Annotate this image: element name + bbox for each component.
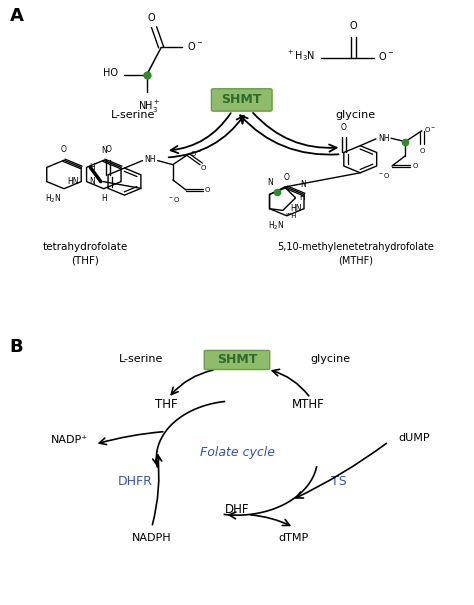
Text: O: O — [61, 145, 67, 154]
Text: DHFR: DHFR — [118, 475, 153, 488]
Text: ""H: ""H — [285, 213, 297, 219]
Text: $^+$H$_3$N: $^+$H$_3$N — [286, 48, 315, 64]
Text: O: O — [201, 165, 206, 171]
Text: HN: HN — [290, 204, 301, 213]
Text: N: N — [268, 178, 273, 187]
Text: glycine: glycine — [336, 110, 375, 120]
Text: TS: TS — [331, 475, 347, 488]
FancyArrowPatch shape — [171, 370, 213, 394]
FancyArrowPatch shape — [296, 443, 386, 498]
Text: HO: HO — [102, 68, 118, 78]
FancyArrowPatch shape — [169, 116, 244, 157]
Text: O: O — [341, 123, 347, 132]
Text: O: O — [419, 148, 425, 154]
Text: HN: HN — [67, 177, 79, 186]
Text: A: A — [9, 7, 23, 25]
FancyBboxPatch shape — [211, 89, 272, 111]
FancyArrowPatch shape — [99, 432, 163, 445]
Text: O: O — [105, 145, 111, 154]
Text: NADP⁺: NADP⁺ — [51, 435, 88, 445]
Text: glycine: glycine — [310, 353, 351, 364]
Text: H: H — [90, 163, 95, 172]
Text: O: O — [349, 21, 357, 31]
Text: O: O — [205, 187, 210, 193]
Text: H$_2$N: H$_2$N — [268, 219, 284, 232]
Text: tetrahydrofolate
(THF): tetrahydrofolate (THF) — [43, 242, 128, 266]
Text: THF: THF — [155, 399, 177, 411]
Text: SHMT: SHMT — [221, 93, 262, 106]
Text: dUMP: dUMP — [398, 433, 430, 443]
Text: O$^-$: O$^-$ — [187, 40, 203, 52]
Text: L-serine: L-serine — [110, 110, 155, 120]
Text: O$^-$: O$^-$ — [378, 50, 394, 62]
Text: $^-$O: $^-$O — [167, 195, 181, 204]
Text: B: B — [9, 338, 23, 356]
Text: L-serine: L-serine — [119, 353, 164, 364]
Text: O: O — [148, 13, 155, 23]
FancyArrowPatch shape — [251, 515, 290, 526]
Text: N: N — [90, 177, 95, 186]
Text: O$^-$: O$^-$ — [424, 125, 436, 134]
Text: NH: NH — [145, 155, 156, 165]
FancyArrowPatch shape — [153, 455, 162, 525]
Text: NH: NH — [378, 134, 389, 143]
Text: $^-$O: $^-$O — [377, 171, 390, 180]
Text: dTMP: dTMP — [279, 533, 309, 543]
Text: O$^-$: O$^-$ — [190, 149, 202, 158]
Text: DHF: DHF — [225, 503, 249, 516]
Text: 5,10-methylenetetrahydrofolate
(MTHF): 5,10-methylenetetrahydrofolate (MTHF) — [277, 242, 434, 266]
FancyArrowPatch shape — [272, 370, 309, 396]
Text: H: H — [101, 194, 107, 203]
Text: O: O — [284, 172, 290, 182]
Text: Folate cycle: Folate cycle — [200, 446, 274, 459]
Text: O: O — [412, 163, 418, 169]
FancyArrowPatch shape — [240, 116, 338, 155]
Text: NH$_3^+$: NH$_3^+$ — [138, 99, 161, 115]
Text: MTHF: MTHF — [292, 399, 325, 411]
Text: NADPH: NADPH — [132, 533, 172, 543]
Text: SHMT: SHMT — [217, 353, 257, 367]
FancyArrowPatch shape — [171, 113, 231, 153]
Text: N: N — [101, 146, 107, 155]
FancyBboxPatch shape — [204, 350, 270, 370]
FancyArrowPatch shape — [253, 113, 337, 152]
Text: H: H — [300, 194, 305, 202]
Text: H$_2$N: H$_2$N — [45, 192, 62, 204]
Text: N: N — [300, 180, 306, 189]
